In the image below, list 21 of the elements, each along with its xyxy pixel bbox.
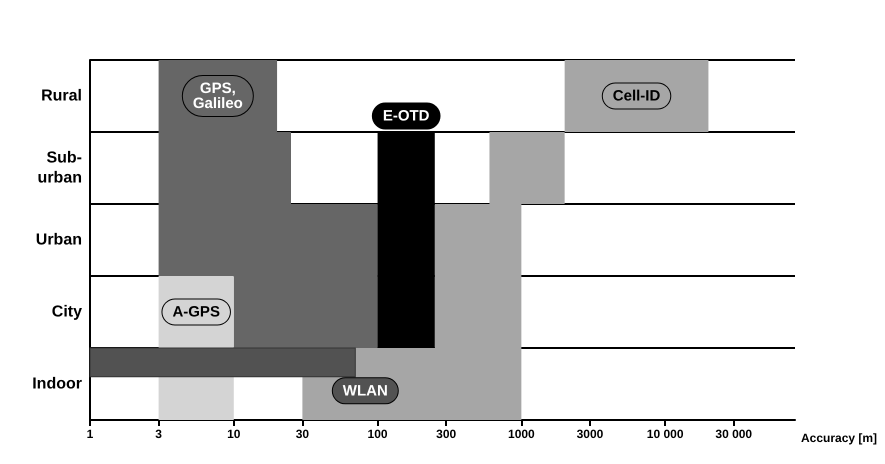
y-tick-label: Sub- urban <box>38 150 82 186</box>
series-label: A-GPS <box>172 304 220 320</box>
x-axis-title: Accuracy [m] <box>801 431 878 445</box>
x-tick-label: 30 <box>296 427 310 441</box>
x-tick-label: 3 <box>155 427 162 441</box>
series-label: E-OTD <box>382 108 430 124</box>
series-label: GPS, Galileo <box>192 80 243 112</box>
x-tick-label: 30 000 <box>715 427 752 441</box>
x-tick-label: 300 <box>436 427 457 441</box>
y-tick-label: Rural <box>41 88 82 104</box>
y-tick-label: Urban <box>36 232 82 248</box>
series-label: WLAN <box>342 382 388 400</box>
x-tick-label: 100 <box>368 427 388 441</box>
x-tick-label: 10 000 <box>646 427 684 441</box>
x-tick-label: 1000 <box>508 427 536 441</box>
y-tick-label: Indoor <box>32 376 82 392</box>
x-tick-label: 3000 <box>576 427 604 441</box>
x-tick-label: 10 <box>227 427 241 441</box>
x-tick-label: 1 <box>86 427 94 441</box>
y-tick-label: City <box>52 304 82 320</box>
series-label: Cell-ID <box>612 88 660 104</box>
